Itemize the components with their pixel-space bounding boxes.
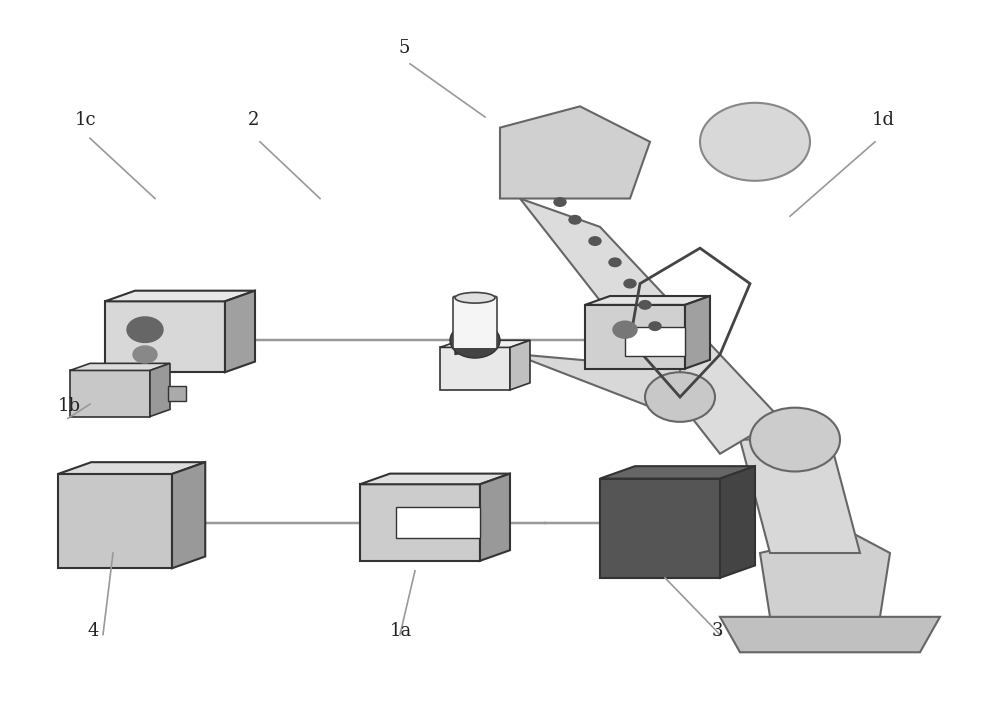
Polygon shape: [440, 347, 510, 390]
Polygon shape: [600, 479, 720, 578]
Circle shape: [589, 237, 601, 245]
Circle shape: [700, 103, 810, 181]
Circle shape: [613, 321, 637, 338]
Polygon shape: [625, 328, 685, 356]
Polygon shape: [58, 474, 172, 569]
Circle shape: [639, 301, 651, 309]
Text: 1d: 1d: [872, 111, 895, 129]
Text: 1c: 1c: [75, 111, 97, 129]
Ellipse shape: [455, 292, 495, 303]
Polygon shape: [585, 305, 685, 369]
Polygon shape: [500, 106, 650, 199]
Polygon shape: [520, 199, 780, 454]
Text: 4: 4: [87, 622, 98, 640]
Polygon shape: [360, 474, 510, 484]
Polygon shape: [105, 291, 255, 301]
Polygon shape: [225, 291, 255, 372]
Polygon shape: [600, 467, 755, 479]
Text: 5: 5: [398, 39, 409, 57]
Circle shape: [609, 258, 621, 267]
Bar: [168, 386, 186, 401]
Polygon shape: [396, 507, 480, 538]
Polygon shape: [58, 462, 205, 474]
Circle shape: [569, 216, 581, 224]
Circle shape: [450, 323, 500, 358]
Polygon shape: [510, 340, 530, 390]
Circle shape: [554, 198, 566, 206]
Polygon shape: [685, 296, 710, 369]
Circle shape: [127, 317, 163, 342]
Polygon shape: [760, 532, 890, 617]
FancyBboxPatch shape: [453, 296, 497, 349]
Circle shape: [645, 372, 715, 422]
Polygon shape: [440, 340, 530, 347]
Polygon shape: [460, 333, 680, 418]
Polygon shape: [105, 301, 225, 372]
Polygon shape: [150, 363, 170, 417]
Polygon shape: [360, 484, 480, 561]
Polygon shape: [720, 467, 755, 578]
Text: 1a: 1a: [390, 622, 412, 640]
Text: 2: 2: [248, 111, 259, 129]
Polygon shape: [172, 462, 205, 569]
Text: 3: 3: [712, 622, 724, 640]
Polygon shape: [70, 363, 170, 370]
Polygon shape: [480, 474, 510, 561]
Polygon shape: [585, 296, 710, 305]
Circle shape: [133, 346, 157, 363]
Polygon shape: [720, 617, 940, 652]
Polygon shape: [70, 370, 150, 417]
Polygon shape: [740, 440, 860, 553]
Circle shape: [649, 322, 661, 330]
Circle shape: [750, 408, 840, 471]
Circle shape: [624, 279, 636, 288]
Text: 1b: 1b: [58, 397, 81, 415]
Polygon shape: [455, 330, 490, 354]
